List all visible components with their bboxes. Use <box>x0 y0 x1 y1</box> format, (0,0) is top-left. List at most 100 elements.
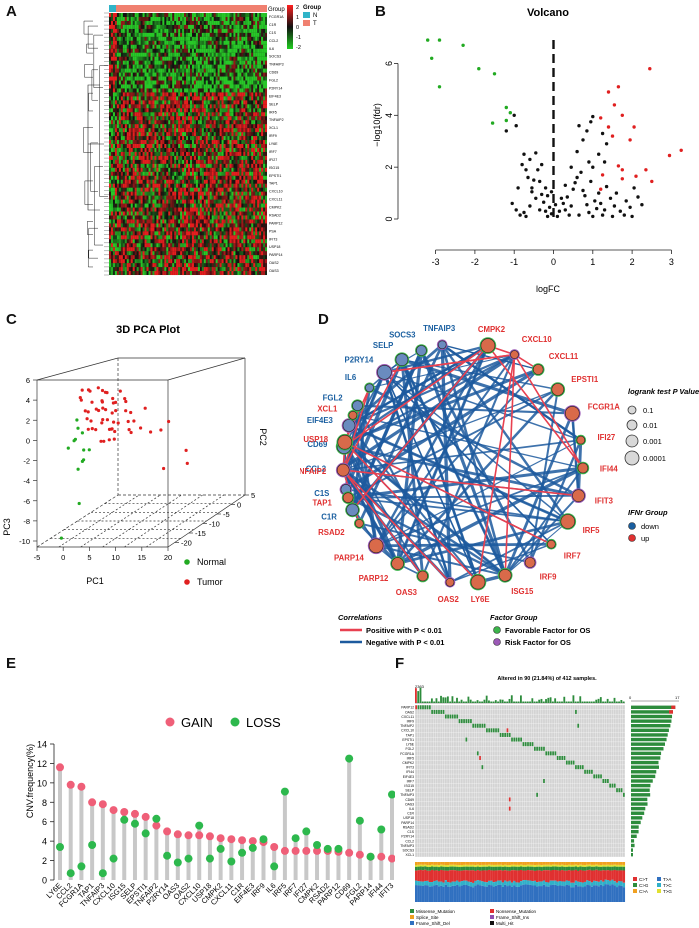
heatmap-cell <box>207 179 210 184</box>
heatmap-cell <box>188 20 191 25</box>
heatmap-cell <box>176 183 179 188</box>
heatmap-cell <box>162 48 165 53</box>
heatmap-cell <box>130 32 133 37</box>
heatmap-cell <box>255 163 258 168</box>
heatmap-cell <box>160 48 163 53</box>
heatmap-cell <box>189 235 192 240</box>
heatmap-cell <box>223 163 226 168</box>
heatmap-cell <box>170 56 173 61</box>
heatmap-cell <box>112 211 115 216</box>
heatmap-cell <box>217 56 220 61</box>
heatmap-cell <box>134 199 137 204</box>
heatmap-cell <box>118 207 121 212</box>
heatmap-cell <box>120 104 123 109</box>
heatmap-cell <box>205 203 208 208</box>
heatmap-cell <box>154 36 157 41</box>
heatmap-cell <box>237 28 240 33</box>
heatmap-cell <box>116 13 119 18</box>
heatmap-cell <box>199 68 202 73</box>
heatmap-cell <box>247 187 250 192</box>
heatmap-cell <box>189 24 192 29</box>
heatmap-cell <box>251 96 254 101</box>
heatmap-cell <box>207 223 210 228</box>
heatmap-cell <box>237 68 240 73</box>
heatmap-cell <box>164 191 167 196</box>
heatmap-cell <box>134 100 137 105</box>
heatmap-cell <box>263 171 266 176</box>
heatmap-cell <box>213 112 216 117</box>
heatmap-cell <box>219 219 222 224</box>
heatmap-cell <box>132 44 135 49</box>
heatmap-cell <box>253 104 256 109</box>
heatmap-cell <box>160 24 163 29</box>
heatmap-cell <box>130 144 133 149</box>
heatmap-cell <box>191 136 194 141</box>
heatmap-cell <box>110 20 113 25</box>
heatmap-cell <box>188 76 191 81</box>
heatmap-cell <box>162 219 165 224</box>
heatmap-cell <box>130 215 133 220</box>
heatmap-cell <box>182 136 185 141</box>
heatmap-cell <box>239 140 241 144</box>
heatmap-cell <box>114 116 117 121</box>
heatmap-cell <box>135 231 137 235</box>
heatmap-cell <box>118 144 121 149</box>
heatmap-cell <box>138 60 141 65</box>
heatmap-cell <box>225 179 228 184</box>
heatmap-cell <box>109 116 111 120</box>
heatmap-cell <box>225 227 228 232</box>
heatmap-cell <box>166 203 169 208</box>
heatmap-cell <box>197 16 200 21</box>
heatmap-cell <box>120 64 123 69</box>
heatmap-cell <box>239 195 242 200</box>
heatmap-cell <box>162 13 165 18</box>
heatmap-cell <box>251 64 254 69</box>
heatmap-cell <box>189 132 192 137</box>
heatmap-cell <box>180 76 183 81</box>
heatmap-cell <box>209 199 212 204</box>
heatmap-cell <box>110 140 113 145</box>
heatmap-cell <box>229 100 232 105</box>
heatmap-cell <box>118 52 121 57</box>
heatmap-cell <box>148 199 151 204</box>
heatmap-cell <box>132 40 135 45</box>
heatmap-cell <box>170 124 173 129</box>
heatmap-cell <box>215 84 218 89</box>
heatmap-cell <box>233 120 236 125</box>
heatmap-cell <box>235 168 237 172</box>
heatmap-cell <box>109 203 112 208</box>
heatmap-cell <box>148 223 151 228</box>
heatmap-cell <box>259 211 262 216</box>
heatmap-cell <box>116 40 119 45</box>
heatmap-cell <box>150 56 153 61</box>
heatmap-cell <box>166 112 169 117</box>
heatmap-cell <box>197 36 200 41</box>
heatmap-cell <box>193 120 196 125</box>
heatmap-cell <box>112 92 115 97</box>
heatmap-cell <box>180 219 183 224</box>
heatmap-cell <box>227 20 230 25</box>
heatmap-cell <box>150 187 153 192</box>
heatmap-cell <box>201 132 204 137</box>
heatmap-cell <box>247 24 250 29</box>
heatmap-cell <box>211 104 214 109</box>
heatmap-cell <box>219 247 222 252</box>
heatmap-cell <box>249 116 252 121</box>
heatmap-cell <box>154 116 157 121</box>
heatmap-cell <box>184 171 187 176</box>
heatmap-cell <box>214 77 216 81</box>
heatmap-cell <box>257 20 260 25</box>
heatmap-cell <box>195 251 198 256</box>
heatmap-cell <box>184 199 187 204</box>
heatmap-cell <box>144 80 147 85</box>
heatmap-cell <box>217 36 220 41</box>
heatmap-cell <box>243 163 246 168</box>
heatmap-cell <box>120 255 123 260</box>
heatmap-cell <box>241 235 244 240</box>
heatmap-cell <box>116 44 119 49</box>
heatmap-cell <box>215 44 218 49</box>
heatmap-cell <box>162 207 165 212</box>
heatmap-cell <box>215 171 218 176</box>
heatmap-cell <box>251 171 254 176</box>
heatmap-cell <box>239 72 242 77</box>
